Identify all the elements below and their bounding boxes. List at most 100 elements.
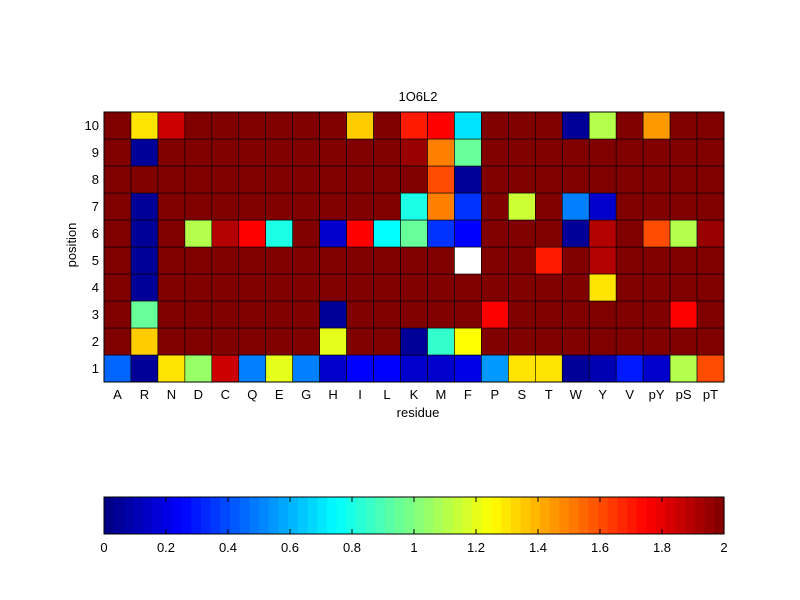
colorbar-swatch <box>384 497 396 534</box>
heatmap-cell <box>319 138 347 167</box>
heatmap-cell <box>238 219 267 248</box>
colorbar-swatch <box>123 497 134 534</box>
heatmap-cell <box>427 192 455 221</box>
heatmap-cell <box>103 246 132 275</box>
x-tick-label: Q <box>247 387 257 402</box>
heatmap-cell <box>696 246 725 275</box>
heatmap-cell <box>319 273 347 302</box>
heatmap-cell <box>454 273 482 302</box>
heatmap-cell <box>481 219 509 248</box>
heatmap-cell <box>211 219 240 248</box>
x-tick-label: R <box>140 387 149 402</box>
heatmap-cell <box>561 300 590 329</box>
colorbar-swatch <box>326 497 338 534</box>
colorbar-swatch <box>704 497 715 534</box>
heatmap-cell <box>319 165 347 194</box>
heatmap-cell <box>211 354 240 383</box>
colorbar <box>103 496 725 535</box>
heatmap-cell <box>669 192 698 221</box>
x-tick-label: Y <box>598 387 607 402</box>
heatmap-cell <box>103 273 132 302</box>
colorbar-tick-label: 2 <box>720 540 727 555</box>
heatmap-cell <box>373 354 401 383</box>
colorbar-swatch <box>675 497 686 534</box>
heatmap-cell <box>319 192 347 221</box>
heatmap-cell <box>588 246 617 275</box>
heatmap-cell <box>427 165 455 194</box>
heatmap-cell <box>103 138 132 167</box>
colorbar-swatch <box>171 497 183 534</box>
heatmap-cell <box>211 273 240 302</box>
heatmap-cell <box>588 327 617 356</box>
heatmap-cell <box>346 165 374 194</box>
heatmap-cell <box>642 354 671 383</box>
heatmap-cell <box>588 192 617 221</box>
heatmap-cell <box>454 327 482 356</box>
heatmap-cell <box>292 300 320 329</box>
heatmap-cell <box>346 354 374 383</box>
heatmap-cell <box>238 327 267 356</box>
x-tick-label: G <box>301 387 311 402</box>
heatmap-cell <box>454 138 482 167</box>
heatmap-cell <box>103 165 132 194</box>
heatmap-cell <box>696 219 725 248</box>
heatmap-cell <box>481 111 509 140</box>
colorbar-tick-label: 0.8 <box>343 540 361 555</box>
heatmap-cell <box>346 138 374 167</box>
colorbar-swatch <box>394 497 405 534</box>
colorbar-swatch <box>627 497 638 534</box>
x-tick-label: D <box>194 387 203 402</box>
heatmap-cell <box>454 219 482 248</box>
heatmap-cell <box>265 327 293 356</box>
heatmap-cell <box>615 327 644 356</box>
heatmap-cell <box>561 246 590 275</box>
heatmap-cell <box>696 327 725 356</box>
heatmap-cell <box>669 327 698 356</box>
heatmap-cell <box>265 273 293 302</box>
colorbar-tick-label: 0.4 <box>219 540 237 555</box>
heatmap-cell <box>696 192 725 221</box>
heatmap-cell <box>400 165 428 194</box>
colorbar-swatch <box>404 497 415 534</box>
colorbar-swatch <box>588 497 599 534</box>
x-tick-label: C <box>221 387 230 402</box>
heatmap-cell <box>373 300 401 329</box>
heatmap-cell <box>669 165 698 194</box>
heatmap-cell <box>130 354 159 383</box>
colorbar-swatch <box>307 497 318 534</box>
heatmap-cell <box>696 300 725 329</box>
heatmap-cell <box>184 219 213 248</box>
heatmap-cell <box>157 192 186 221</box>
heatmap-cell <box>157 111 186 140</box>
heatmap-cell <box>130 273 159 302</box>
heatmap-cell <box>157 138 186 167</box>
colorbar-swatch <box>249 497 260 534</box>
heatmap-cell <box>346 246 374 275</box>
heatmap-cell <box>130 138 159 167</box>
heatmap-cell <box>696 354 725 383</box>
heatmap-cell <box>508 246 536 275</box>
heatmap-cell <box>642 111 671 140</box>
colorbar-swatch <box>636 497 648 534</box>
colorbar-swatch <box>104 497 115 534</box>
heatmap-cell <box>427 300 455 329</box>
colorbar-swatch <box>142 497 154 534</box>
heatmap-cell <box>292 138 320 167</box>
heatmap-cell <box>157 165 186 194</box>
heatmap-cell <box>669 138 698 167</box>
y-axis-ticks: 1 2 3 4 5 6 7 8 9 10 <box>85 118 99 376</box>
heatmap-cell <box>615 300 644 329</box>
heatmap-cell <box>157 273 186 302</box>
colorbar-swatch <box>714 497 725 534</box>
heatmap-cell <box>481 138 509 167</box>
chart-title: 1O6L2 <box>398 89 437 104</box>
colorbar-swatch <box>646 497 657 534</box>
heatmap-cell <box>561 273 590 302</box>
heatmap-cell <box>534 165 563 194</box>
heatmap-cell <box>561 138 590 167</box>
x-tick-label: T <box>545 387 553 402</box>
heatmap-cell <box>130 246 159 275</box>
colorbar-swatch <box>152 497 163 534</box>
heatmap-cell <box>696 138 725 167</box>
